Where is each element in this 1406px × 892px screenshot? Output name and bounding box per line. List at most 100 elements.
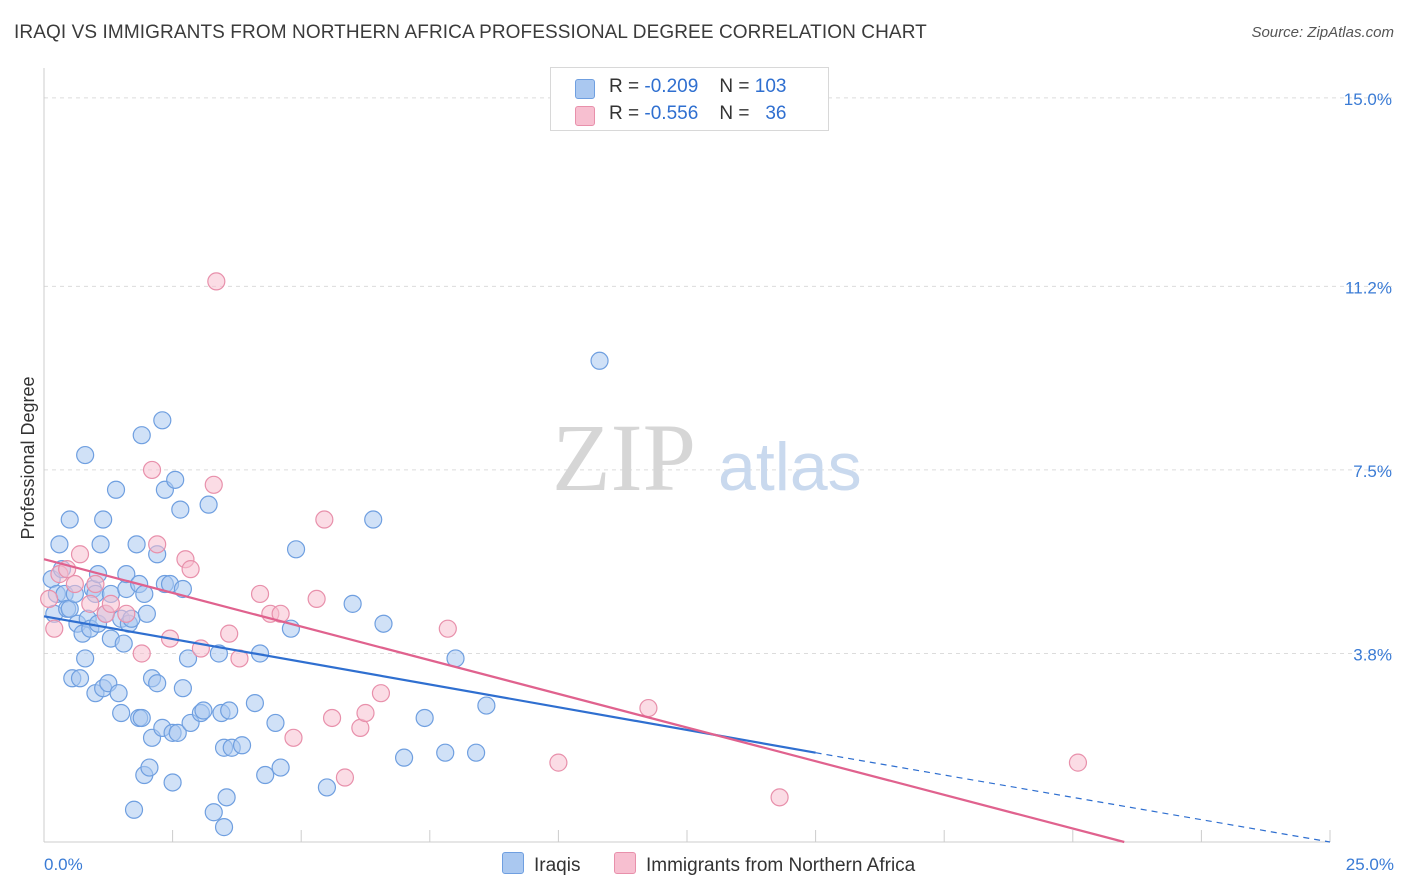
legend-r-label: R = [609, 76, 640, 97]
point-iraqis [220, 701, 239, 720]
point-northern-africa [45, 619, 64, 638]
point-iraqis [286, 540, 306, 559]
point-iraqis [166, 470, 185, 489]
point-northern-africa [86, 574, 105, 594]
point-iraqis [477, 696, 496, 715]
point-northern-africa [40, 589, 59, 609]
point-iraqis [317, 778, 337, 797]
point-iraqis [163, 773, 182, 792]
point-iraqis [214, 818, 234, 837]
point-northern-africa [639, 698, 658, 718]
legend-r-value-iraqis: -0.209 [644, 76, 699, 97]
point-iraqis [171, 500, 190, 519]
point-iraqis [245, 693, 265, 713]
point-iraqis [256, 765, 275, 785]
source-credit: Source: ZipAtlas.com [1251, 24, 1394, 41]
grid-lines [44, 97, 1392, 654]
point-northern-africa [284, 728, 303, 747]
point-iraqis [178, 649, 198, 668]
y-tick-label: 11.2% [1345, 278, 1392, 297]
point-northern-africa [204, 475, 223, 494]
point-iraqis [168, 723, 187, 742]
x-tick-label: 0.0% [44, 855, 83, 874]
point-northern-africa [438, 619, 457, 638]
point-iraqis [94, 510, 113, 529]
point-iraqis [209, 644, 228, 663]
point-northern-africa [549, 753, 568, 772]
trend-line-northern-africa [43, 558, 1125, 844]
bottom-legend-label-iraqis: Iraqis [534, 855, 581, 876]
y-axis-label: Professional Degree [18, 376, 38, 539]
point-iraqis [117, 565, 136, 584]
y-tick-label: 15.0% [1344, 90, 1392, 109]
watermark-zip: ZIP [552, 404, 696, 511]
point-northern-africa [335, 768, 355, 787]
legend-r-value-northern-africa: -0.556 [644, 103, 699, 124]
point-iraqis [124, 800, 144, 819]
legend-swatch-iraqis [575, 79, 595, 99]
point-northern-africa [65, 574, 84, 594]
y-tick-label: 7.5% [1353, 462, 1392, 481]
point-northern-africa [307, 589, 326, 609]
legend-swatch-northern-africa [575, 106, 595, 126]
trend-line-iraqis [43, 615, 816, 754]
point-northern-africa [181, 560, 200, 579]
point-iraqis [466, 743, 486, 762]
point-iraqis [153, 411, 172, 430]
point-iraqis [266, 713, 285, 733]
point-iraqis [76, 445, 95, 465]
point-iraqis [140, 758, 159, 777]
axes [43, 68, 1331, 843]
point-northern-africa [1068, 753, 1088, 772]
point-iraqis [114, 634, 133, 653]
correlation-legend: R = -0.209 N = 103 R = -0.556 N = 36 [550, 67, 829, 131]
point-iraqis [173, 679, 192, 698]
legend-n-value-northern-africa: 36 [765, 103, 787, 124]
point-northern-africa [770, 788, 789, 807]
legend-n-label: N = [719, 103, 750, 124]
point-northern-africa [322, 708, 342, 728]
tick-labels: 3.8% 7.5% 11.2% 15.0% 0.0% 25.0% [44, 90, 1394, 874]
point-northern-africa [356, 703, 375, 723]
point-iraqis [148, 674, 167, 693]
y-tick-label: 3.8% [1353, 645, 1392, 664]
bottom-legend-iraqis[interactable]: Iraqis [502, 852, 580, 877]
legend-r-label: R = [609, 103, 640, 124]
x-tick-label: 25.0% [1346, 855, 1394, 874]
point-iraqis [204, 803, 223, 822]
point-iraqis [132, 426, 151, 445]
point-iraqis [91, 535, 110, 554]
point-iraqis [70, 669, 90, 688]
point-iraqis [137, 604, 156, 623]
point-northern-africa [117, 604, 136, 623]
point-iraqis [374, 614, 393, 633]
point-northern-africa [142, 460, 162, 480]
data-points [40, 272, 1088, 837]
point-northern-africa [101, 594, 120, 613]
point-iraqis [415, 708, 434, 728]
point-northern-africa [148, 535, 167, 554]
point-iraqis [60, 510, 79, 529]
legend-n-label: N = [719, 76, 750, 97]
point-northern-africa [220, 624, 239, 643]
point-northern-africa [81, 594, 100, 613]
bottom-legend-northern-africa[interactable]: Immigrants from Northern Africa [614, 852, 915, 877]
bottom-legend-swatch-northern-africa [614, 852, 636, 874]
point-northern-africa [250, 584, 270, 604]
point-iraqis [217, 788, 236, 807]
point-northern-africa [70, 545, 90, 564]
point-iraqis [194, 701, 213, 720]
watermark: ZIP atlas [552, 404, 862, 511]
point-northern-africa [315, 510, 334, 529]
point-iraqis [436, 743, 455, 762]
legend-n-value-iraqis: 103 [754, 76, 787, 97]
chart-title: IRAQI VS IMMIGRANTS FROM NORTHERN AFRICA… [14, 22, 927, 43]
watermark-atlas: atlas [718, 429, 862, 505]
point-iraqis [76, 649, 95, 668]
point-iraqis [364, 510, 383, 529]
point-iraqis [109, 684, 128, 703]
point-northern-africa [371, 684, 391, 703]
trend-lines [43, 558, 1331, 844]
point-iraqis [343, 594, 362, 613]
